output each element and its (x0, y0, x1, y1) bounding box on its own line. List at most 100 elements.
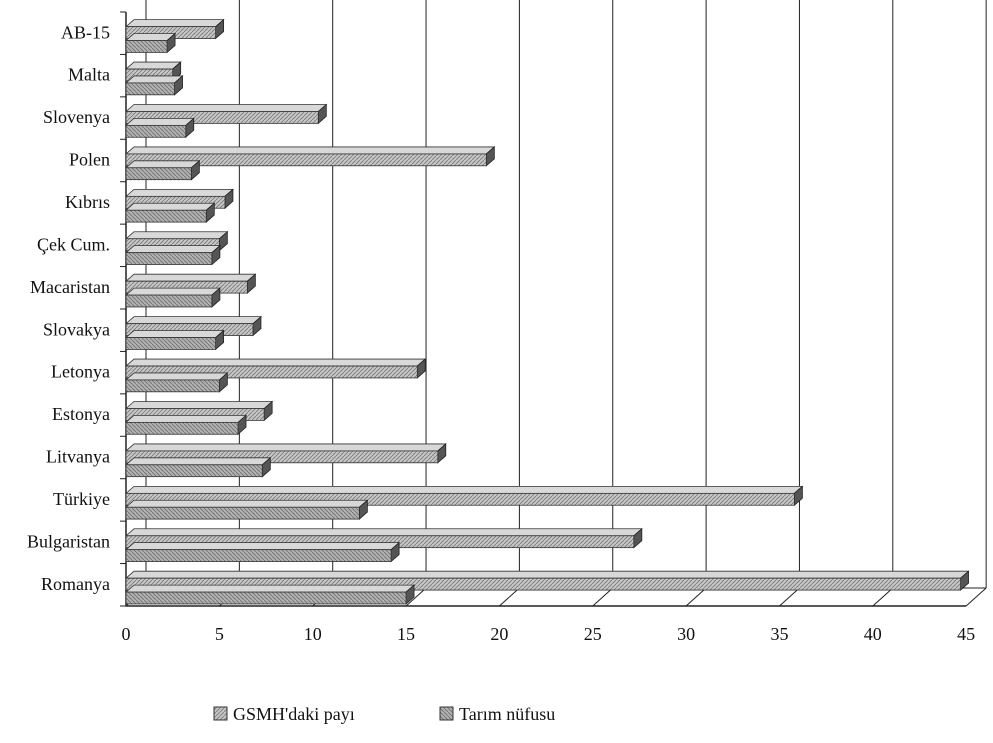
bar-front-face (125, 365, 418, 379)
bar-top-face (124, 499, 369, 508)
bar-front-face (125, 421, 239, 435)
bar-top-face (124, 104, 328, 112)
x-tick-label-45: 45 (957, 624, 975, 644)
category-label-8: Letonya (51, 362, 110, 382)
bar-top-face (124, 117, 195, 126)
category-label-11: Türkiye (53, 489, 110, 509)
category-label-13: Romanya (41, 574, 110, 594)
x-tick-label-35: 35 (770, 624, 788, 644)
floor-tick-20 (499, 587, 520, 607)
bar-front-face (125, 450, 439, 464)
legend-swatch-series-1 (213, 706, 228, 721)
category-label-9: Estonya (52, 404, 110, 424)
bar-2-4 (124, 202, 216, 223)
floor-tick-25 (592, 587, 614, 607)
floor-tick-45 (965, 587, 987, 607)
x-tick-label-20: 20 (490, 624, 508, 644)
bar-front-face (125, 464, 263, 478)
bar-front-face (125, 40, 168, 53)
bar-1-4 (124, 188, 235, 210)
bar-top-face (124, 330, 225, 338)
category-label-3: Polen (69, 150, 110, 170)
bars (124, 18, 970, 605)
bar-top-face (124, 528, 643, 537)
bar-2-13 (124, 584, 416, 605)
bar-2-6 (124, 287, 221, 308)
bar-front-face (125, 167, 192, 181)
legend-label-series-2: Tarım nüfusu (459, 704, 555, 724)
floor-tick-40 (872, 587, 894, 607)
bar-2-3 (124, 159, 201, 181)
bar-1-9 (124, 400, 274, 422)
bar-1-11 (124, 485, 804, 507)
bar-top-face (124, 414, 248, 423)
bar-2-1 (124, 75, 184, 96)
category-label-12: Bulgaristan (27, 531, 110, 551)
legend-item-series-1: GSMH'daki payı (213, 704, 355, 724)
bar-front-face (125, 82, 175, 96)
bar-2-11 (124, 499, 369, 520)
bar-front-face (125, 111, 319, 124)
bar-2-9 (124, 414, 248, 436)
bar-top-face (124, 245, 221, 254)
bar-1-10 (124, 443, 447, 464)
floor-tick-15 (405, 587, 427, 607)
bar-front-face (125, 492, 795, 506)
bar-front-face (125, 506, 360, 520)
bar-top-face (124, 372, 229, 381)
floor-tick-30 (685, 587, 707, 607)
bar-front-face (125, 209, 207, 223)
bar-2-12 (124, 541, 401, 563)
legend: GSMH'daki payı Tarım nüfusu (213, 704, 555, 724)
bar-top-face (124, 75, 184, 84)
bar-front-face (125, 379, 220, 393)
bar-2-7 (124, 329, 225, 351)
bar-1-13 (124, 570, 970, 591)
x-tick-label-15: 15 (397, 624, 415, 644)
bar-1-3 (124, 146, 496, 167)
bar-front-face (125, 294, 213, 308)
bar-1-2 (124, 103, 328, 125)
bar-front-face (125, 577, 961, 591)
bar-top-face (124, 231, 229, 240)
bar-top-face (124, 542, 401, 551)
category-label-7: Slovakya (43, 319, 110, 339)
bar-front-face (125, 252, 213, 265)
legend-swatch-series-2 (439, 706, 454, 721)
bar-top-face (124, 146, 496, 155)
category-labels: AB-15 Malta Slovenya Polen Kıbrıs Çek Cum. Mac… (27, 22, 110, 594)
category-label-6: Macaristan (30, 277, 110, 297)
bar-2-10 (124, 456, 272, 478)
legend-item-series-2: Tarım nüfusu (439, 704, 555, 724)
category-label-1: Malta (68, 65, 110, 85)
bar-1-7 (124, 315, 263, 337)
bar-top-face (124, 358, 427, 367)
bar-top-face (124, 570, 970, 579)
bar-top-face (124, 202, 216, 211)
category-label-10: Litvanya (46, 447, 110, 467)
x-tick-label-5: 5 (215, 624, 224, 644)
x-tick-labels: 0 5 10 15 20 25 30 35 40 45 (122, 624, 976, 644)
category-label-2: Slovenya (43, 107, 110, 127)
bar-top-face (124, 584, 416, 593)
bar-1-5 (124, 230, 229, 252)
x-tick-label-30: 30 (677, 624, 695, 644)
bar-front-face (125, 124, 187, 138)
x-tick-label-10: 10 (304, 624, 322, 644)
bar-front-face (125, 337, 217, 350)
bar-2-0 (124, 32, 177, 54)
floor-tick-35 (779, 587, 800, 607)
bar-top-face (124, 401, 274, 409)
bar-top-face (124, 443, 447, 452)
bar-top-face (124, 160, 201, 169)
bar-front-face (125, 591, 407, 605)
x-tick-label-25: 25 (584, 624, 602, 644)
bar-top-face (124, 188, 235, 197)
category-label-4: Kıbrıs (65, 192, 110, 212)
legend-label-series-1: GSMH'daki payı (233, 704, 355, 724)
category-label-5: Çek Cum. (37, 234, 110, 254)
bar-top-face (124, 316, 263, 325)
bar-2-2 (124, 117, 195, 139)
bar-2-5 (124, 244, 221, 266)
